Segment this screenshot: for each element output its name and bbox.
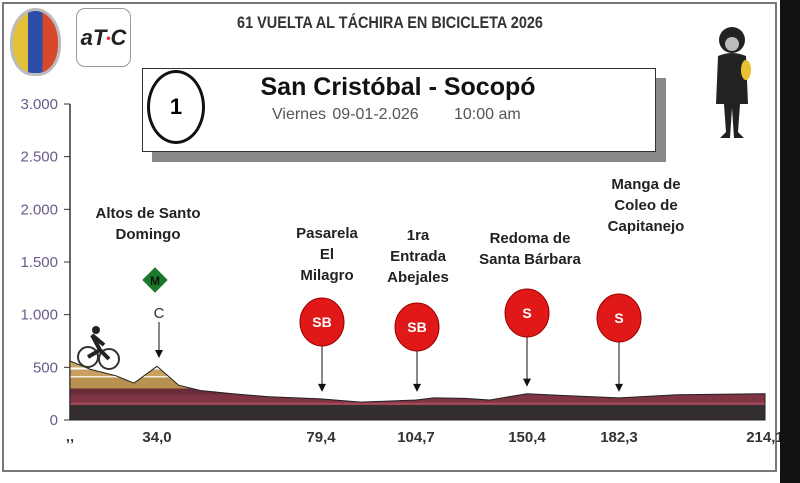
sprint-badge [504, 288, 550, 338]
arrow-head [615, 383, 623, 392]
point-label: Coleo de [614, 197, 677, 214]
y-tick-label: 2.000 [20, 201, 58, 218]
bonus-badge-label: SB [407, 319, 426, 335]
point-label: Capitanejo [608, 218, 685, 235]
bonus-badge-label: SB [312, 314, 331, 330]
point-label: Santa Bárbara [479, 251, 581, 268]
sprint-badge-label: S [522, 305, 531, 321]
point-label: Entrada [390, 248, 447, 265]
elevation-profile [69, 360, 766, 421]
climb-badge-label: M [150, 274, 160, 288]
sprint-badge-label: S [614, 310, 623, 326]
frame [2, 2, 777, 472]
x-tick-label: 150,4 [508, 429, 546, 446]
arrow-head [413, 383, 421, 392]
x-tick-label: 34,0 [142, 429, 171, 446]
bonus-badge [299, 297, 345, 347]
point-label: Altos de Santo [95, 205, 200, 222]
bonus-badge [394, 302, 440, 352]
point-label: Domingo [116, 226, 181, 243]
federation-logo [10, 8, 61, 76]
point-label: Abejales [387, 269, 449, 286]
cyclist-icon [98, 348, 120, 370]
y-tick-label: 3.000 [20, 96, 58, 113]
point-label: Redoma de [490, 230, 571, 247]
arrow-head [155, 350, 163, 358]
y-tick-label: 0 [50, 412, 58, 429]
climb-badge [142, 267, 168, 293]
cyclist-icon [77, 346, 99, 368]
arrow-head [523, 378, 531, 387]
y-tick-label: 1.500 [20, 254, 58, 271]
arrow-head [318, 383, 326, 392]
x-tick-label: 214,1 [746, 429, 780, 446]
climb-category: C [154, 305, 165, 322]
race-title: 61 VUELTA AL TÁCHIRA EN BICICLETA 2026 [237, 13, 543, 32]
y-tick-label: 1.000 [20, 307, 58, 324]
profile-chart: 0 500 1.000 1.500 2.000 2.500 3.000 ‚‚ 34,0 79,4 1… [20, 96, 780, 446]
stage-date: Viernes 09-01-2.026 [272, 106, 419, 123]
x-origin-mark: ‚‚ [66, 428, 74, 445]
point-label: 1ra [407, 227, 430, 244]
edge [780, 0, 800, 483]
point-label: Manga de [611, 176, 680, 193]
atc-logo: aT • C [76, 8, 131, 67]
x-tick-label: 79,4 [306, 429, 336, 446]
x-tick-label: 104,7 [397, 429, 435, 446]
stage-box [142, 68, 656, 152]
cyclist-icon [86, 333, 111, 361]
stage-time: 10:00 am [454, 106, 521, 123]
point-label: El [320, 246, 334, 263]
y-tick-label: 2.500 [20, 149, 58, 166]
x-tick-label: 182,3 [600, 429, 638, 446]
y-tick-label: 500 [33, 359, 58, 376]
cyclist-icon [92, 326, 100, 334]
sprint-badge [596, 293, 642, 343]
stage-name: San Cristóbal - Socopó [260, 73, 536, 101]
point-label: Pasarela [296, 225, 358, 242]
stage-number: 1 [147, 70, 205, 144]
mascot-icon [716, 27, 751, 138]
point-label: Milagro [300, 267, 353, 284]
